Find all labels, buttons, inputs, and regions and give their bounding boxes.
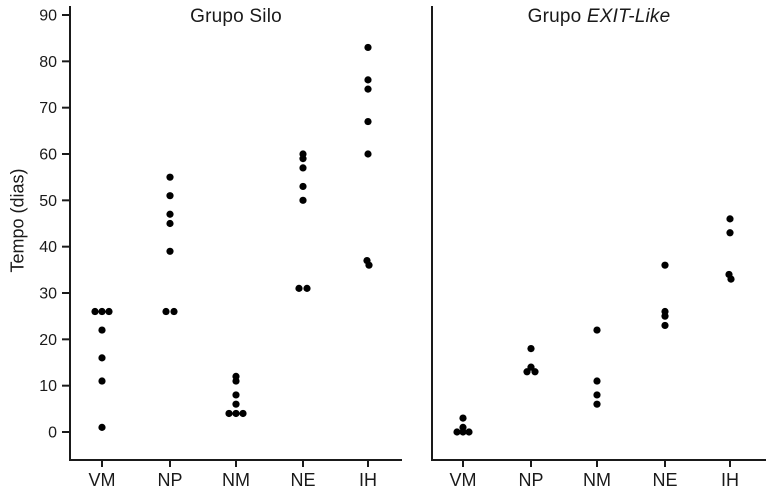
y-axis-label: Tempo (dias) [7, 168, 28, 273]
y-tick-label: 90 [39, 8, 57, 25]
data-point [299, 182, 307, 191]
data-point [303, 284, 311, 292]
x-tick-label: VM [89, 470, 116, 490]
data-point [166, 219, 174, 228]
data-point [91, 307, 99, 316]
data-point [364, 85, 372, 93]
data-point [239, 409, 247, 418]
data-point [166, 210, 174, 218]
data-point [453, 428, 461, 436]
y-tick-label: 80 [39, 54, 57, 71]
data-point [295, 284, 303, 292]
y-tick-label: 30 [39, 286, 57, 303]
data-point [364, 76, 372, 84]
data-point [661, 312, 669, 320]
data-point [459, 414, 467, 422]
panel-title-exit-like: Grupo EXIT-Like [432, 6, 766, 28]
data-point [531, 368, 539, 376]
panel-title-silo: Grupo Silo [70, 6, 402, 28]
data-point [166, 192, 174, 200]
data-point [726, 229, 734, 237]
data-point [459, 428, 467, 436]
data-point [98, 326, 106, 334]
x-tick-label: NP [518, 470, 543, 490]
x-tick-label: NM [222, 470, 250, 490]
data-point [232, 409, 240, 418]
data-point [661, 261, 669, 269]
data-point [98, 423, 106, 431]
x-tick-label: NE [652, 470, 677, 490]
data-point [593, 326, 601, 334]
x-tick-label: NE [290, 470, 315, 490]
data-point [98, 307, 106, 316]
y-tick-label: 70 [39, 100, 57, 117]
data-point [105, 307, 113, 316]
data-point [98, 354, 106, 362]
data-point [364, 117, 372, 126]
data-point [162, 307, 170, 316]
panel-title-text: Grupo [527, 6, 587, 27]
data-point [232, 377, 240, 385]
panel-title-italic-text: EXIT-Like [586, 6, 671, 27]
y-tick-label: 10 [39, 378, 57, 395]
x-tick-label: IH [721, 470, 739, 490]
data-point [727, 275, 735, 283]
data-point [232, 400, 240, 408]
data-point [523, 368, 531, 376]
data-point [527, 345, 535, 353]
data-point [166, 173, 174, 181]
y-tick-label: 40 [39, 239, 57, 256]
y-tick-label: 50 [39, 193, 57, 210]
x-tick-label: VM [450, 470, 477, 490]
data-point [232, 391, 240, 399]
data-point [465, 428, 473, 436]
data-point [593, 391, 601, 399]
data-point [299, 164, 307, 172]
data-point [364, 150, 372, 158]
data-point [726, 215, 734, 223]
y-tick-label: 0 [48, 425, 57, 442]
x-tick-label: IH [359, 470, 377, 490]
data-point [593, 377, 601, 385]
y-tick-label: 60 [39, 147, 57, 164]
data-point [365, 261, 373, 269]
data-point [166, 247, 174, 255]
data-point [593, 400, 601, 408]
y-tick-label: 20 [39, 332, 57, 349]
data-point [170, 307, 178, 316]
x-tick-label: NP [157, 470, 182, 490]
data-point [299, 196, 307, 204]
data-point [661, 321, 669, 330]
panel-title-text: Grupo Silo [190, 6, 282, 27]
x-tick-label: NM [583, 470, 611, 490]
data-point [98, 377, 106, 385]
data-point [225, 409, 233, 418]
data-point [364, 43, 372, 52]
data-point [299, 155, 307, 163]
